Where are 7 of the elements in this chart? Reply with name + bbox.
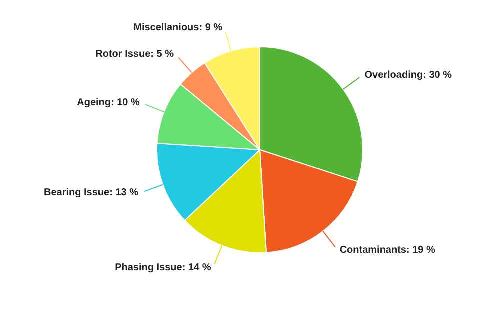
slice-label: Ageing: 10 % — [77, 98, 140, 109]
slice-label: Bearing Issue: 13 % — [44, 188, 139, 199]
slice-label: Rotor Issue: 5 % — [96, 49, 174, 60]
slice-label: Phasing Issue: 14 % — [115, 262, 212, 274]
slice-label: Miscellanious: 9 % — [134, 22, 223, 34]
slice-label: Contaminants: 19 % — [340, 244, 436, 256]
slice-label: Overloading: 30 % — [364, 70, 452, 81]
